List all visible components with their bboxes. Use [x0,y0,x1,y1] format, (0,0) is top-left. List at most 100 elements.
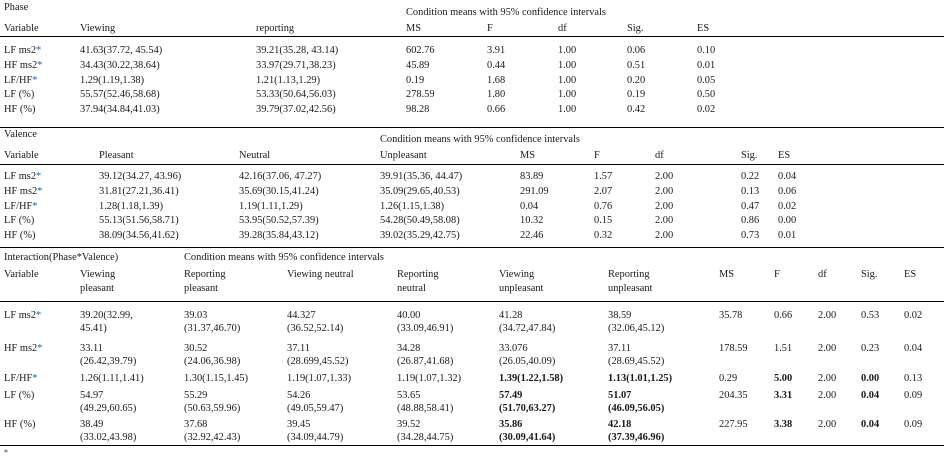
table-cell: 53.65 [397,390,421,401]
column-header: F [487,23,493,34]
table-cell: 0.00 [861,373,880,384]
table-cell-ci: (49.05,59.47) [287,403,344,414]
table-cell: 0.04 [861,390,880,401]
table-cell: 0.13 [904,373,923,384]
column-header: Variable [4,150,39,161]
asterisk-marker: * [32,373,38,384]
table-cell: 2.00 [818,419,837,430]
phase-section-title: Condition means with 95% confidence inte… [406,7,606,18]
table-cell: 40.00 [397,310,421,321]
column-header: MS [719,269,735,280]
column-header: Reporting [397,269,439,280]
column-header: Variable [4,23,39,34]
interaction-bottom-rule [0,445,944,446]
table-cell: 0.22 [741,171,760,182]
column-header: df [655,150,664,161]
table-cell: 1.19(1.11,1.29) [239,200,303,212]
table-cell: 0.06 [778,185,797,197]
table-cell-ci: (49.29,60.65) [80,403,137,414]
table-cell-ci: (33.02,43.98) [80,432,137,443]
table-cell: 1.00 [558,104,577,116]
table-cell: 0.66 [774,310,793,321]
table-cell: 0.47 [741,200,760,212]
table-cell-ci: (28.699,45.52) [287,356,349,367]
variable-name: LF/HF [4,74,33,86]
table-cell: 2.00 [818,373,837,384]
table-cell: 2.07 [594,185,613,197]
table-cell: 1.29(1.19,1.38) [80,74,145,86]
valence-bottom-rule [0,247,944,248]
table-cell-ci: (26.87,41.68) [397,356,454,367]
row-variable-label: LF (%) [4,89,34,101]
table-cell: 0.05 [697,74,716,86]
table-cell: 0.02 [904,310,923,321]
column-header: Viewing [80,269,116,280]
valence-section-title: Condition means with 95% confidence inte… [380,134,580,145]
variable-name: HF (%) [4,104,36,116]
table-cell-ci: (24.06,36.98) [184,356,241,367]
row-variable-label: LF (%) [4,390,34,402]
table-cell-ci: (51.70,63.27) [499,403,556,414]
column-header: Variable [4,269,39,280]
table-cell: 35.69(30.15,41.24) [239,185,319,197]
asterisk-marker: * [36,171,42,182]
table-cell: 45.89 [406,59,430,71]
column-header: Viewing [499,269,535,280]
table-cell-ci: (34.72,47.84) [499,323,556,334]
valence-header-rule [0,164,944,165]
row-variable-label: LF/HF* [4,201,38,213]
table-cell: 39.52 [397,419,421,430]
asterisk-marker: * [32,200,38,212]
column-header: df [558,23,567,34]
interaction-header-rule [0,301,944,302]
column-header: ES [697,23,710,34]
table-cell: 0.09 [904,419,923,430]
table-cell-ci: (37.39,46.96) [608,432,665,443]
phase-header-rule [0,36,944,37]
table-cell-ci: (33.09,46.91) [397,323,454,334]
table-cell: 2.00 [655,230,674,242]
phase-bottom-rule [0,127,944,128]
table-cell: 98.28 [406,104,430,116]
table-cell: 0.02 [778,200,797,212]
table-cell: 204.35 [719,390,748,401]
table-cell: 1.00 [558,74,577,86]
row-variable-label: LF/HF* [4,75,38,87]
column-header: Unpleasant [380,150,427,161]
table-cell: 2.00 [818,343,837,354]
table-cell: 0.09 [904,390,923,401]
column-header: Sig. [741,150,758,161]
table-cell: 55.13(51.56,58.71) [99,215,179,227]
table-cell-ci: (46.09,56.05) [608,403,665,414]
row-variable-label: HF (%) [4,230,35,242]
column-header: Reporting [184,269,226,280]
table-cell: 0.42 [627,104,646,116]
variable-name: HF (%) [4,230,36,242]
table-cell: 1.21(1.13,1.29) [256,74,321,86]
table-cell: 0.66 [487,104,506,116]
table-cell: 83.89 [520,171,544,182]
table-cell: 39.28(35.84,43.12) [239,230,319,242]
variable-name: LF/HF [4,200,33,212]
variable-name: LF (%) [4,390,35,401]
table-cell: 31.81(27.21,36.41) [99,185,179,197]
row-variable-label: HF ms2* [4,60,42,72]
table-cell-ci: (34.09,44.79) [287,432,344,443]
column-header: ES [778,150,791,161]
table-cell: 3.31 [774,390,793,401]
variable-name: HF ms2 [4,343,38,354]
table-cell: 2.00 [655,215,674,227]
asterisk-marker: * [37,343,43,354]
table-cell: 33.076 [499,343,528,354]
table-cell: 1.28(1.18,1.39) [99,200,164,212]
table-footnote: * [4,448,8,457]
table-cell: 227.95 [719,419,748,430]
table-cell: 55.29 [184,390,208,401]
column-header: F [774,269,780,280]
table-cell: 38.59 [608,310,632,321]
table-cell: 0.10 [697,45,716,56]
table-cell: 53.33(50.64,56.03) [256,89,336,101]
table-cell: 0.53 [861,310,880,321]
variable-name: LF (%) [4,89,35,101]
table-cell: 34.43(30.22,38.64) [80,59,160,71]
